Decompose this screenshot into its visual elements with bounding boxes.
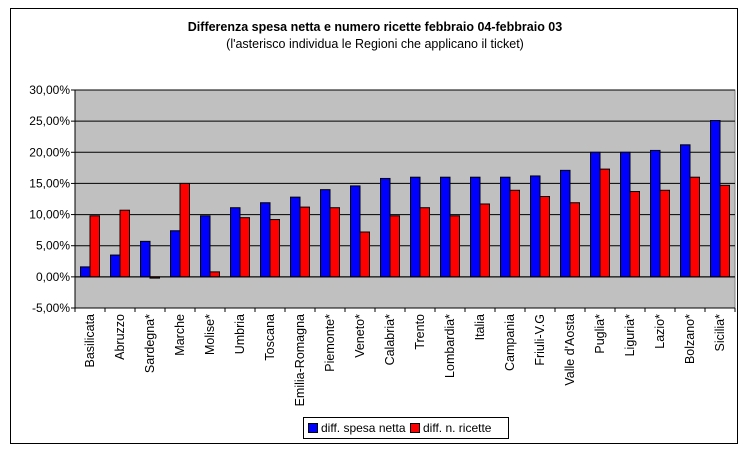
bar [599,168,610,278]
bar [170,230,181,278]
bar [329,207,340,278]
legend-swatch-spesa [308,423,318,433]
bar [410,176,421,278]
bar [620,151,631,278]
x-tick-label: Campania [503,314,517,371]
y-tick-label: 5,00% [36,239,70,253]
y-tick-label: -5,00% [32,301,70,315]
bar [260,202,271,278]
x-tick-label: Basilicata [83,314,97,368]
bar [119,209,130,278]
bar [500,176,511,278]
x-tick-label: Sardegna* [143,314,157,373]
x-tick-label: Molise* [203,314,217,355]
bar [179,182,190,278]
chart-title: Differenza spesa netta e numero ricette … [187,20,563,34]
x-tick-label: Italia [473,314,487,340]
y-tick-label: 15,00% [29,176,70,190]
legend: diff. spesa netta diff. n. ricette [303,417,509,439]
y-tick-label: 25,00% [29,114,70,128]
bar [389,215,400,278]
bar [440,176,451,278]
bar [350,185,361,278]
bar [629,191,640,278]
bar [719,184,730,278]
x-tick-label: Liguria* [623,314,637,357]
y-tick-label: 10,00% [29,208,70,222]
x-tick-label: Friuli-V.G [533,314,547,366]
bar [650,149,661,278]
bar [290,196,301,278]
x-tick-label: Toscana [263,314,277,361]
x-tick-label: Marche [173,314,187,356]
bar [89,215,100,278]
bar [479,203,490,278]
bar [680,144,691,278]
bar [299,206,310,278]
x-tick-label: Lazio* [653,314,667,349]
bar [80,266,91,278]
x-tick-label: Bolzano* [683,314,697,364]
bar [140,240,151,278]
x-tick-label: Calabria* [383,314,397,366]
bar [269,219,280,278]
bar [239,217,250,278]
bar [419,207,430,278]
x-tick-label: Piemonte* [323,314,337,372]
bar [530,175,541,278]
bar [560,169,571,278]
x-tick-label: Lombardia* [443,314,457,378]
y-tick-label: 20,00% [29,145,70,159]
y-tick-label: 0,00% [36,270,70,284]
bar [710,120,721,278]
bar [659,189,670,278]
legend-label-spesa: diff. spesa netta [321,421,406,435]
x-tick-label: Emilia-Romagna [293,314,307,406]
x-tick-label: Sicilia* [713,314,727,352]
bar [230,207,241,278]
legend-item-spesa: diff. spesa netta [308,421,406,435]
bar [200,215,211,278]
x-tick-label: Trento [413,314,427,350]
bar [509,189,520,278]
chart-subtitle: (l'asterisco individua le Regioni che ap… [226,37,524,51]
x-tick-label: Umbria [233,314,247,354]
legend-label-ricette: diff. n. ricette [423,421,492,435]
bar [449,215,460,278]
bar [209,271,220,278]
bar [320,189,331,278]
bar [110,254,121,278]
legend-item-ricette: diff. n. ricette [410,421,491,435]
bar [380,177,391,278]
bar [539,196,550,278]
bar [590,151,601,278]
x-tick-label: Valle d'Aosta [563,314,577,386]
bar [470,176,481,278]
y-tick-label: 30,00% [29,83,70,97]
bar [689,176,700,278]
legend-swatch-ricette [410,423,420,433]
x-tick-label: Puglia* [593,314,607,354]
x-tick-label: Abruzzo [113,314,127,360]
bar [569,202,580,278]
x-tick-label: Veneto* [353,314,367,358]
bar [359,231,370,278]
